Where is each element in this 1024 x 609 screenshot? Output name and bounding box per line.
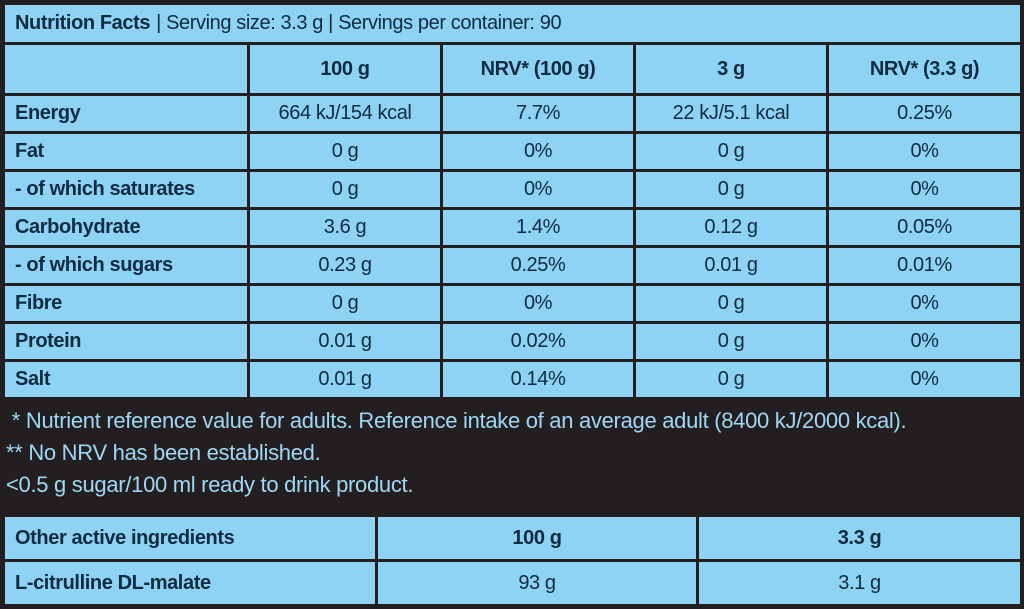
table-cell: 0% [829,362,1020,397]
table-cell: 0.01 g [250,362,440,397]
row-label: Carbohydrate [5,210,247,245]
row-label: Energy [5,96,247,131]
table-cell: 0 g [636,172,826,207]
table-cell: 0% [443,134,633,169]
row-label: - of which sugars [5,248,247,283]
row-label: - of which saturates [5,172,247,207]
row-label: Fat [5,134,247,169]
table-cell: 1.4% [443,210,633,245]
table-cell: 0 g [636,134,826,169]
table-cell: 0.01 g [250,324,440,359]
column-header: NRV* (100 g) [443,45,633,93]
table-cell: 22 kJ/5.1 kcal [636,96,826,131]
row-label: Fibre [5,286,247,321]
row-label: Salt [5,362,247,397]
table-title: Nutrition Facts | Serving size: 3.3 g | S… [5,5,1020,42]
column-header: Other active ingredients [5,517,375,559]
table-cell: 0% [829,172,1020,207]
column-header: NRV* (3.3 g) [829,45,1020,93]
table-cell: 7.7% [443,96,633,131]
table-cell: 3.1 g [699,562,1020,604]
table-cell: 0.05% [829,210,1020,245]
table-cell: 0.02% [443,324,633,359]
column-header: 100 g [378,517,696,559]
other-ingredients-table: Other active ingredients 100 g 3.3 g L-citr… [5,517,1020,604]
table-cell: 93 g [378,562,696,604]
table-cell: 0% [829,324,1020,359]
footnote: * Nutrient reference value for adults. R… [6,408,907,433]
footnote: ** No NRV has been established. [6,440,321,465]
table-cell: 0.01 g [636,248,826,283]
row-label: L-citrulline DL-malate [5,562,375,604]
nutrition-table: Nutrition Facts | Serving size: 3.3 g | S… [5,5,1020,397]
table-cell: 0% [829,134,1020,169]
table-cell: 0.23 g [250,248,440,283]
table-cell: 0 g [250,134,440,169]
table-cell: 0% [443,172,633,207]
column-header: 3.3 g [699,517,1020,559]
column-header: 3 g [636,45,826,93]
footnote: <0.5 g sugar/100 ml ready to drink produ… [6,472,414,497]
table-cell: 664 kJ/154 kcal [250,96,440,131]
title-text: Nutrition Facts [15,12,151,34]
table-cell: 0.25% [443,248,633,283]
table-cell: 0 g [636,324,826,359]
row-label: Protein [5,324,247,359]
table-cell: 0.01% [829,248,1020,283]
table-cell: 0.12 g [636,210,826,245]
table-cell: 0% [829,286,1020,321]
table-cell: 0 g [636,362,826,397]
table-cell: 0 g [250,172,440,207]
table-cell: 0.25% [829,96,1020,131]
column-header: 100 g [250,45,440,93]
column-header [5,45,247,93]
table-cell: 0 g [636,286,826,321]
table-cell: 0 g [250,286,440,321]
table-cell: 0.14% [443,362,633,397]
table-cell: 3.6 g [250,210,440,245]
footnotes: * Nutrient reference value for adults. R… [6,405,907,501]
serving-info: | Serving size: 3.3 g | Servings per con… [156,12,562,34]
table-cell: 0% [443,286,633,321]
